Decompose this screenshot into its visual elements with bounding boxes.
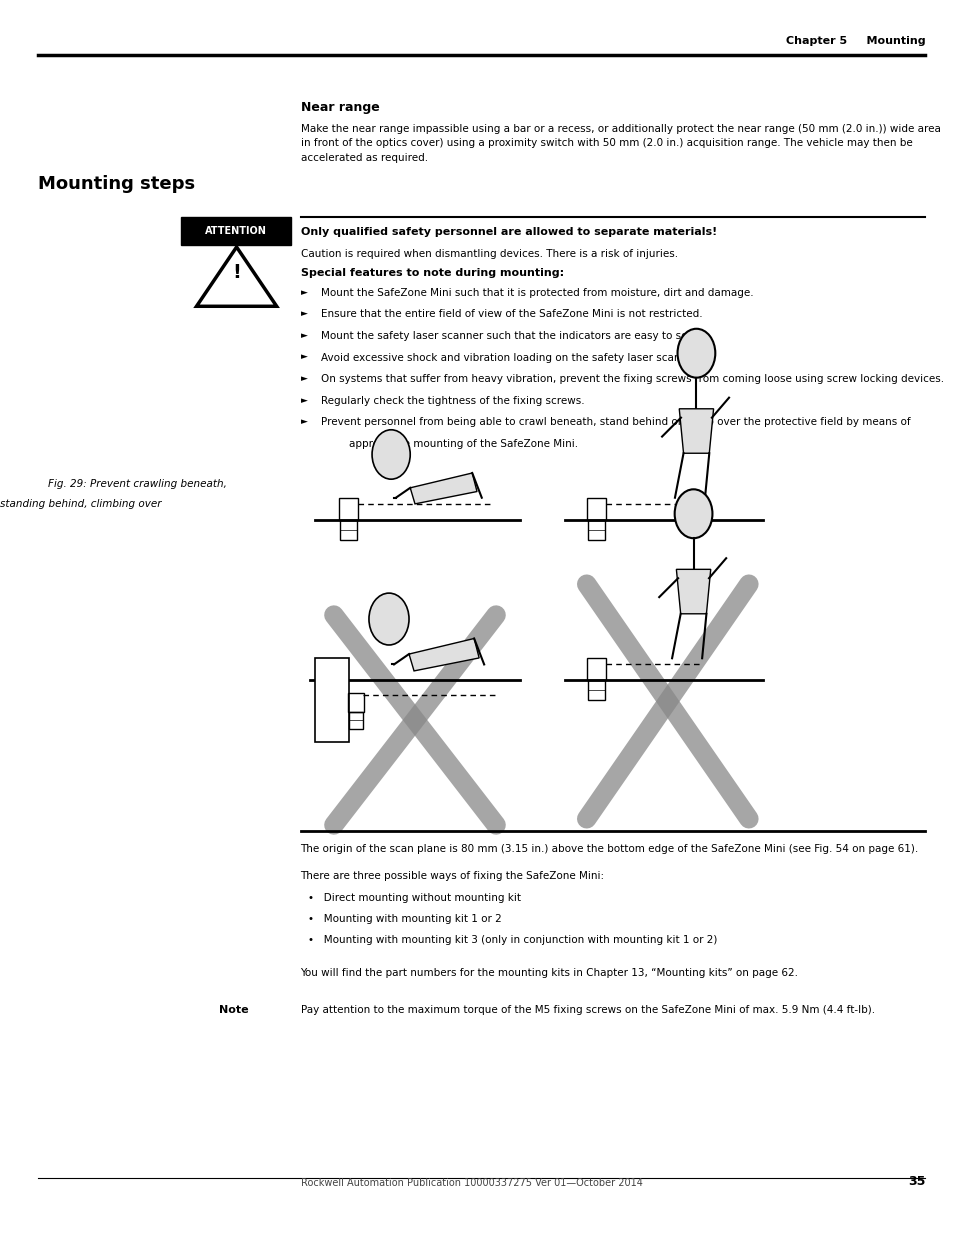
FancyBboxPatch shape bbox=[314, 658, 348, 742]
Polygon shape bbox=[410, 473, 476, 504]
Text: 35: 35 bbox=[907, 1174, 924, 1188]
Text: ►: ► bbox=[300, 374, 307, 383]
Text: ►: ► bbox=[300, 353, 307, 362]
Text: Mounting steps: Mounting steps bbox=[38, 175, 195, 194]
Text: Caution is required when dismantling devices. There is a risk of injuries.: Caution is required when dismantling dev… bbox=[300, 249, 677, 259]
Polygon shape bbox=[676, 569, 710, 614]
Text: Fig. 29: Prevent crawling beneath,: Fig. 29: Prevent crawling beneath, bbox=[48, 479, 227, 489]
Text: ►: ► bbox=[300, 417, 307, 426]
Text: Regularly check the tightness of the fixing screws.: Regularly check the tightness of the fix… bbox=[321, 395, 584, 406]
Text: You will find the part numbers for the mounting kits in Chapter 13, “Mounting ki: You will find the part numbers for the m… bbox=[300, 968, 798, 978]
Polygon shape bbox=[409, 638, 478, 671]
Text: Special features to note during mounting:: Special features to note during mounting… bbox=[300, 268, 563, 278]
Text: •   Direct mounting without mounting kit: • Direct mounting without mounting kit bbox=[308, 893, 520, 903]
Text: ►: ► bbox=[300, 395, 307, 405]
Text: On systems that suffer from heavy vibration, prevent the fixing screws from comi: On systems that suffer from heavy vibrat… bbox=[321, 374, 943, 384]
Text: appropriate mounting of the SafeZone Mini.: appropriate mounting of the SafeZone Min… bbox=[335, 438, 578, 450]
Circle shape bbox=[372, 430, 410, 479]
Polygon shape bbox=[679, 409, 713, 453]
Text: in front of the optics cover) using a proximity switch with 50 mm (2.0 in.) acqu: in front of the optics cover) using a pr… bbox=[300, 138, 911, 148]
Text: Mount the safety laser scanner such that the indicators are easy to see.: Mount the safety laser scanner such that… bbox=[321, 331, 697, 341]
Text: Make the near range impassible using a bar or a recess, or additionally protect : Make the near range impassible using a b… bbox=[300, 124, 940, 133]
Polygon shape bbox=[196, 247, 276, 306]
Circle shape bbox=[677, 329, 715, 378]
Text: The origin of the scan plane is 80 mm (3.15 in.) above the bottom edge of the Sa: The origin of the scan plane is 80 mm (3… bbox=[300, 844, 918, 853]
Text: Only qualified safety personnel are allowed to separate materials!: Only qualified safety personnel are allo… bbox=[300, 227, 716, 237]
Text: accelerated as required.: accelerated as required. bbox=[300, 153, 427, 163]
Text: Chapter 5     Mounting: Chapter 5 Mounting bbox=[785, 36, 924, 47]
Text: Ensure that the entire field of view of the SafeZone Mini is not restricted.: Ensure that the entire field of view of … bbox=[321, 310, 702, 320]
Text: Rockwell Automation Publication 10000337275 Ver 01—October 2014: Rockwell Automation Publication 10000337… bbox=[300, 1178, 641, 1188]
FancyBboxPatch shape bbox=[181, 217, 291, 245]
Text: ►: ► bbox=[300, 310, 307, 319]
Text: standing behind, climbing over: standing behind, climbing over bbox=[0, 499, 162, 509]
Text: •   Mounting with mounting kit 3 (only in conjunction with mounting kit 1 or 2): • Mounting with mounting kit 3 (only in … bbox=[308, 935, 717, 945]
Text: ►: ► bbox=[300, 331, 307, 340]
Text: ATTENTION: ATTENTION bbox=[205, 226, 267, 236]
Text: Note: Note bbox=[219, 1005, 249, 1015]
Text: There are three possible ways of fixing the SafeZone Mini:: There are three possible ways of fixing … bbox=[300, 871, 604, 881]
Circle shape bbox=[674, 489, 712, 538]
Text: !: ! bbox=[232, 263, 241, 283]
Text: Prevent personnel from being able to crawl beneath, stand behind or climb over t: Prevent personnel from being able to cra… bbox=[321, 417, 910, 427]
Text: Mount the SafeZone Mini such that it is protected from moisture, dirt and damage: Mount the SafeZone Mini such that it is … bbox=[321, 288, 753, 298]
Text: •   Mounting with mounting kit 1 or 2: • Mounting with mounting kit 1 or 2 bbox=[308, 914, 501, 924]
Circle shape bbox=[369, 593, 409, 645]
Text: Pay attention to the maximum torque of the M5 fixing screws on the SafeZone Mini: Pay attention to the maximum torque of t… bbox=[300, 1005, 874, 1015]
Text: ►: ► bbox=[300, 288, 307, 296]
Text: Avoid excessive shock and vibration loading on the safety laser scanner.: Avoid excessive shock and vibration load… bbox=[321, 353, 700, 363]
Text: Near range: Near range bbox=[300, 101, 379, 115]
